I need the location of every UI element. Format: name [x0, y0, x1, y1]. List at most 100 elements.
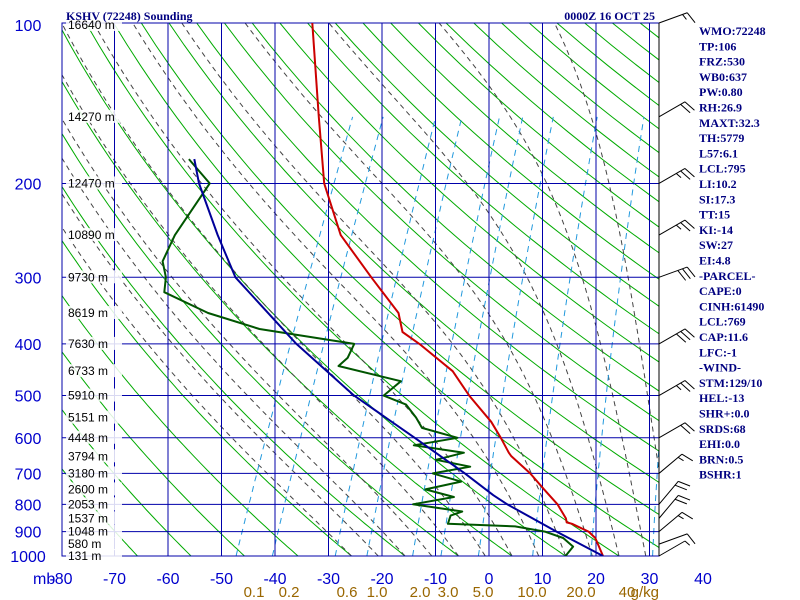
- mixing-ratio-line: [412, 116, 500, 556]
- moist-adiabat-line: [132, 23, 540, 556]
- index-item: LCL:795: [699, 162, 746, 176]
- mixing-ratio-lines: [235, 116, 659, 556]
- wind-barb-half: [684, 540, 691, 546]
- wind-barb-flag: [680, 424, 691, 435]
- temperature-tick-label: -60: [156, 571, 179, 588]
- index-item: TT:15: [699, 208, 730, 222]
- index-item: SI:17.3: [699, 192, 735, 206]
- height-label: 5910 m: [68, 389, 108, 403]
- moist-adiabat-line: [62, 118, 433, 556]
- wind-barb-flag: [680, 222, 691, 232]
- wind-barb-flag: [674, 498, 688, 505]
- wind-barb-flag: [678, 494, 691, 501]
- index-item: LI:10.2: [699, 177, 737, 191]
- parcel-trace: [193, 158, 604, 556]
- height-label-bg: [66, 524, 122, 538]
- wind-barb-flag: [680, 382, 691, 392]
- wind-barb: [658, 422, 695, 439]
- height-label: 12470 m: [68, 176, 115, 190]
- wind-barb: [658, 511, 694, 532]
- wind-barb: [658, 12, 696, 24]
- temperature-tick-label: 40: [694, 571, 712, 588]
- height-label-bg: [66, 497, 122, 511]
- height-label: 10890 m: [68, 228, 115, 242]
- height-label: 2053 m: [68, 497, 108, 511]
- height-label-bg: [66, 364, 122, 378]
- pressure-tick-label: 500: [15, 389, 42, 406]
- height-label: 8619 m: [68, 306, 108, 320]
- mixing-ratio-line: [334, 116, 437, 556]
- dry-adiabat-line: [362, 23, 659, 280]
- wind-barb: [658, 540, 691, 557]
- height-label-bg: [66, 549, 122, 562]
- index-item: TP:106: [699, 39, 736, 53]
- index-item: WB0:637: [699, 70, 747, 84]
- index-item: STM:129/10: [699, 376, 762, 390]
- height-label-bg: [66, 228, 122, 242]
- height-label: 3794 m: [68, 449, 108, 463]
- pressure-unit-label: mb: [33, 571, 55, 588]
- wind-profile: [658, 12, 696, 557]
- index-item: MAXT:32.3: [699, 116, 760, 130]
- temperature-tick-label: -50: [210, 571, 233, 588]
- wind-barb-flag: [684, 380, 695, 390]
- wind-barb: [658, 168, 695, 184]
- wind-barb: [658, 328, 695, 345]
- wind-barb-flag: [686, 12, 696, 23]
- wind-barb-flag: [674, 484, 688, 491]
- wind-barb-flag: [677, 270, 687, 281]
- wind-barb: [658, 219, 695, 236]
- moist-adiabat-line: [244, 23, 593, 556]
- height-label: 5151 m: [68, 411, 108, 425]
- height-label: 2600 m: [68, 482, 108, 496]
- height-label-bg: [66, 449, 122, 463]
- wind-barb-flag: [680, 331, 691, 341]
- index-item: PW:0.80: [699, 85, 743, 99]
- pressure-tick-label: 100: [15, 18, 42, 35]
- wind-barb-flag: [675, 333, 687, 343]
- wind-barb-flag: [680, 103, 691, 114]
- wind-barb-flag: [684, 328, 695, 338]
- index-item: WMO:72248: [699, 24, 766, 38]
- mixing-ratio-label: 40: [619, 584, 636, 600]
- wind-barb-flag: [686, 533, 696, 545]
- wind-barb: [658, 101, 695, 118]
- moist-adiabat-line: [438, 23, 647, 556]
- wind-barb-flag: [684, 101, 695, 111]
- temperature-tick-label: 30: [641, 571, 659, 588]
- index-item: CINH:61490: [699, 299, 764, 313]
- mixing-ratio-line: [271, 116, 384, 556]
- mixing-ratio-label: 10.0: [517, 584, 546, 600]
- temperature-tick-label: -20: [370, 571, 393, 588]
- mixing-ratio-label: 20.0: [566, 584, 595, 600]
- wind-barb-half: [677, 515, 684, 520]
- index-item: EHI:0.0: [699, 437, 740, 451]
- index-item: -WIND-: [699, 361, 741, 375]
- mixing-ratio-label: 0.6: [337, 584, 358, 600]
- dry-adiabat-line: [307, 23, 659, 335]
- dry-adiabat-line: [62, 132, 459, 556]
- dry-adiabat-line: [62, 28, 566, 556]
- wind-barb: [658, 266, 696, 281]
- height-label-bg: [66, 270, 122, 284]
- index-item: CAP:11.6: [699, 330, 748, 344]
- dry-adiabat-line: [85, 23, 620, 556]
- moist-adiabat-line: [328, 23, 620, 556]
- chart-datetime: 0000Z 16 OCT 25: [564, 9, 655, 23]
- temperature-tick-label: -70: [103, 571, 126, 588]
- index-item: LCL:769: [699, 315, 746, 329]
- dry-adiabat-line: [224, 23, 659, 422]
- height-label: 3180 m: [68, 466, 108, 480]
- dry-adiabat-line: [251, 23, 659, 392]
- height-label-bg: [66, 176, 122, 190]
- dry-adiabat-line: [279, 23, 659, 363]
- index-item: LFC:-1: [699, 345, 737, 359]
- moist-adiabat-line: [554, 23, 659, 473]
- dry-adiabat-line: [390, 23, 659, 254]
- temperature-tick-label: 10: [534, 571, 552, 588]
- wind-barb-flag: [681, 453, 694, 462]
- dry-adiabat-line: [62, 294, 299, 556]
- height-label-bg: [66, 430, 122, 444]
- wind-barb-flag: [686, 266, 696, 278]
